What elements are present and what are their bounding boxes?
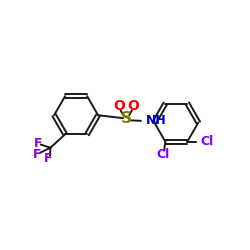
Text: S: S: [121, 112, 132, 126]
Text: O: O: [127, 99, 139, 113]
Text: O: O: [114, 99, 125, 113]
Text: Cl: Cl: [156, 148, 170, 161]
Text: Cl: Cl: [201, 135, 214, 148]
Text: F: F: [34, 137, 42, 150]
Text: F: F: [33, 148, 41, 161]
Text: NH: NH: [146, 114, 167, 127]
Text: F: F: [44, 152, 52, 165]
